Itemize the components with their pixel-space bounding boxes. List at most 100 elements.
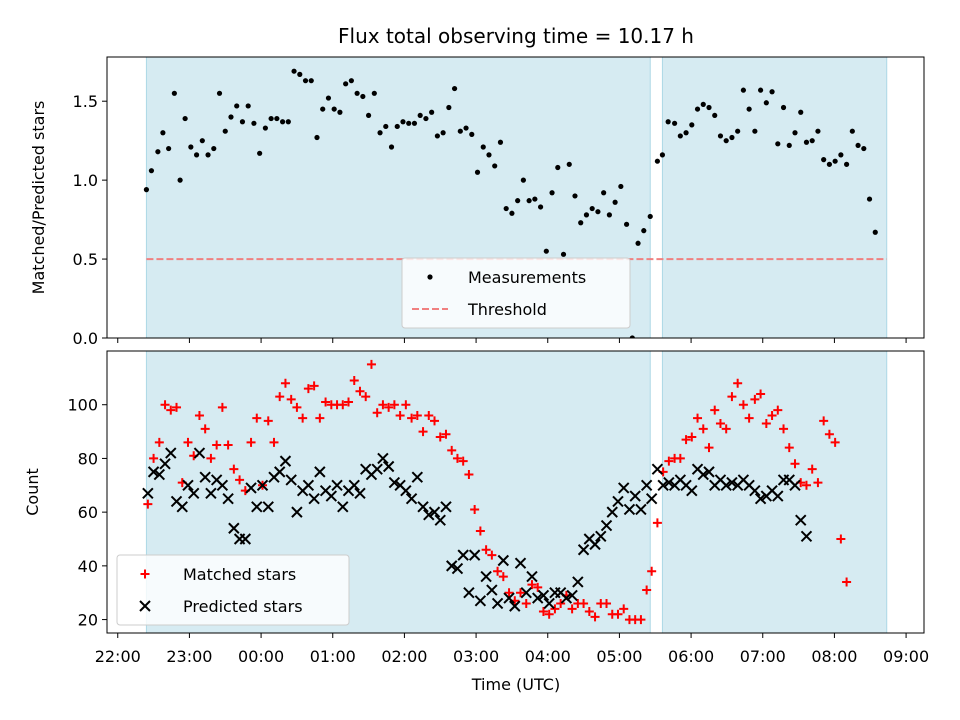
data-point-dot (245, 103, 251, 109)
data-point-plus (813, 478, 823, 488)
data-point-plus (830, 437, 840, 447)
data-point-x (463, 587, 475, 599)
data-point-x (239, 533, 252, 545)
data-point-dot (285, 119, 291, 125)
data-point-x (159, 458, 171, 470)
data-point-plus (430, 416, 440, 426)
data-point-x (514, 557, 527, 569)
y-axis-label: Matched/Predicted stars (29, 101, 48, 295)
data-point-x (497, 554, 510, 567)
y-tick-label: 0.5 (73, 250, 98, 269)
x-tick-label: 22:00 (95, 647, 141, 666)
data-point-plus (441, 429, 451, 439)
legend-frame (116, 554, 350, 626)
data-point-plus (681, 435, 691, 445)
data-point-plus (636, 615, 646, 625)
data-point-plus (773, 405, 783, 415)
data-point-x (337, 501, 349, 513)
data-point-dot (844, 161, 850, 167)
data-point-plus (470, 504, 480, 514)
data-point-x (800, 530, 813, 543)
data-point-x (256, 479, 269, 491)
data-point-dot (809, 138, 815, 144)
data-point-plus (263, 416, 273, 426)
data-point-dot (155, 149, 161, 155)
data-point-plus (698, 424, 708, 434)
y-tick-label: 60 (78, 503, 98, 522)
data-point-plus (819, 416, 829, 426)
data-point-x (572, 576, 584, 588)
data-point-dot (583, 212, 590, 218)
data-point-x (411, 471, 424, 483)
data-point-dot (291, 68, 297, 74)
data-point-dot (440, 130, 446, 136)
data-point-dot (578, 220, 584, 226)
x-axis-label: Time (UTC) (471, 675, 560, 694)
x-tick-label: 06:00 (668, 647, 714, 666)
data-point-x (457, 549, 469, 561)
data-point-plus (715, 419, 725, 429)
y-tick-label: 40 (78, 557, 98, 576)
data-point-x (720, 479, 732, 491)
data-point-plus (275, 392, 285, 402)
y-tick-label: 20 (78, 611, 98, 630)
data-point-x (526, 570, 538, 583)
data-point-plus (292, 402, 302, 412)
data-point-x (405, 493, 418, 505)
data-point-x (537, 589, 550, 602)
data-point-dot (520, 177, 526, 183)
data-point-x (434, 514, 446, 526)
data-point-dot (740, 87, 747, 93)
data-point-plus (321, 397, 331, 407)
data-point-dot (589, 205, 595, 212)
data-point-x (377, 452, 389, 465)
y-tick-label: 80 (78, 449, 98, 468)
data-point-x (468, 549, 481, 561)
data-point-dot (331, 106, 337, 112)
data-point-plus (521, 598, 531, 608)
data-point-plus (235, 475, 245, 485)
data-point-x (657, 479, 669, 491)
data-point-dot (268, 115, 274, 122)
y-tick-label: 1.5 (73, 92, 98, 111)
data-point-dot (343, 81, 349, 87)
data-point-dot (400, 119, 406, 125)
data-point-plus (424, 410, 434, 420)
data-point-plus (642, 585, 652, 595)
data-point-dot (457, 128, 463, 134)
legend-label: Matched stars (183, 565, 296, 584)
markers-panel-2 (142, 359, 852, 625)
data-point-dot (486, 152, 492, 158)
data-point-plus (172, 402, 182, 412)
data-point-x (635, 503, 647, 516)
data-point-x (142, 487, 154, 500)
data-point-x (577, 544, 590, 556)
data-point-x (795, 514, 807, 526)
data-point-x (726, 476, 738, 489)
y-tick-label: 1.0 (73, 171, 98, 190)
data-point-dot (199, 138, 205, 144)
top-panel: 0.0 0.5 1.0 1.5 Matched/Predicted stars Measu… (29, 56, 925, 348)
data-point-plus (687, 432, 697, 442)
data-point-plus (160, 400, 170, 410)
data-point-dot (717, 133, 724, 139)
data-point-plus (493, 566, 503, 576)
data-point-plus (527, 580, 537, 590)
data-point-plus (738, 400, 748, 410)
data-point-dot (543, 248, 549, 254)
data-point-x (388, 476, 401, 489)
data-point-dot (746, 106, 752, 112)
data-point-x (491, 597, 504, 610)
x-tick-label: 09:00 (883, 647, 929, 666)
data-point-dot (274, 115, 280, 122)
data-point-x (749, 484, 761, 497)
data-point-dot (606, 212, 612, 218)
data-point-x (446, 560, 458, 572)
data-point-x (560, 592, 573, 604)
data-point-dot (555, 164, 561, 171)
data-point-plus (516, 588, 526, 598)
data-point-dot (148, 168, 155, 174)
data-point-x (308, 493, 320, 505)
data-point-plus (298, 413, 308, 423)
